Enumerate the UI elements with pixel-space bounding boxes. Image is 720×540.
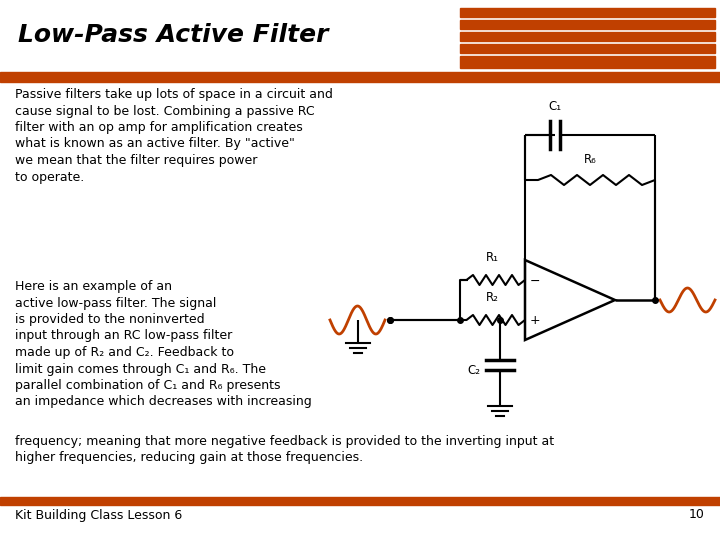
Bar bbox=[460, 8, 715, 17]
Bar bbox=[460, 56, 715, 68]
Bar bbox=[460, 44, 715, 53]
Text: Low-Pass Active Filter: Low-Pass Active Filter bbox=[18, 23, 328, 47]
Text: R₂: R₂ bbox=[486, 291, 499, 304]
Text: C₁: C₁ bbox=[549, 100, 562, 113]
Bar bbox=[0, 497, 720, 505]
Bar bbox=[460, 20, 715, 29]
Text: Passive filters take up lots of space in a circuit and
cause signal to be lost. : Passive filters take up lots of space in… bbox=[15, 88, 333, 184]
Text: 10: 10 bbox=[689, 509, 705, 522]
Text: Kit Building Class Lesson 6: Kit Building Class Lesson 6 bbox=[15, 509, 182, 522]
Text: Here is an example of an
active low-pass filter. The signal
is provided to the n: Here is an example of an active low-pass… bbox=[15, 280, 312, 408]
Bar bbox=[460, 32, 715, 41]
Text: R₆: R₆ bbox=[584, 153, 596, 166]
Text: R₁: R₁ bbox=[486, 251, 499, 264]
Text: −: − bbox=[530, 274, 540, 287]
Bar bbox=[0, 72, 720, 82]
Text: C₂: C₂ bbox=[467, 363, 480, 376]
Text: +: + bbox=[530, 314, 540, 327]
Text: frequency; meaning that more negative feedback is provided to the inverting inpu: frequency; meaning that more negative fe… bbox=[15, 435, 554, 464]
